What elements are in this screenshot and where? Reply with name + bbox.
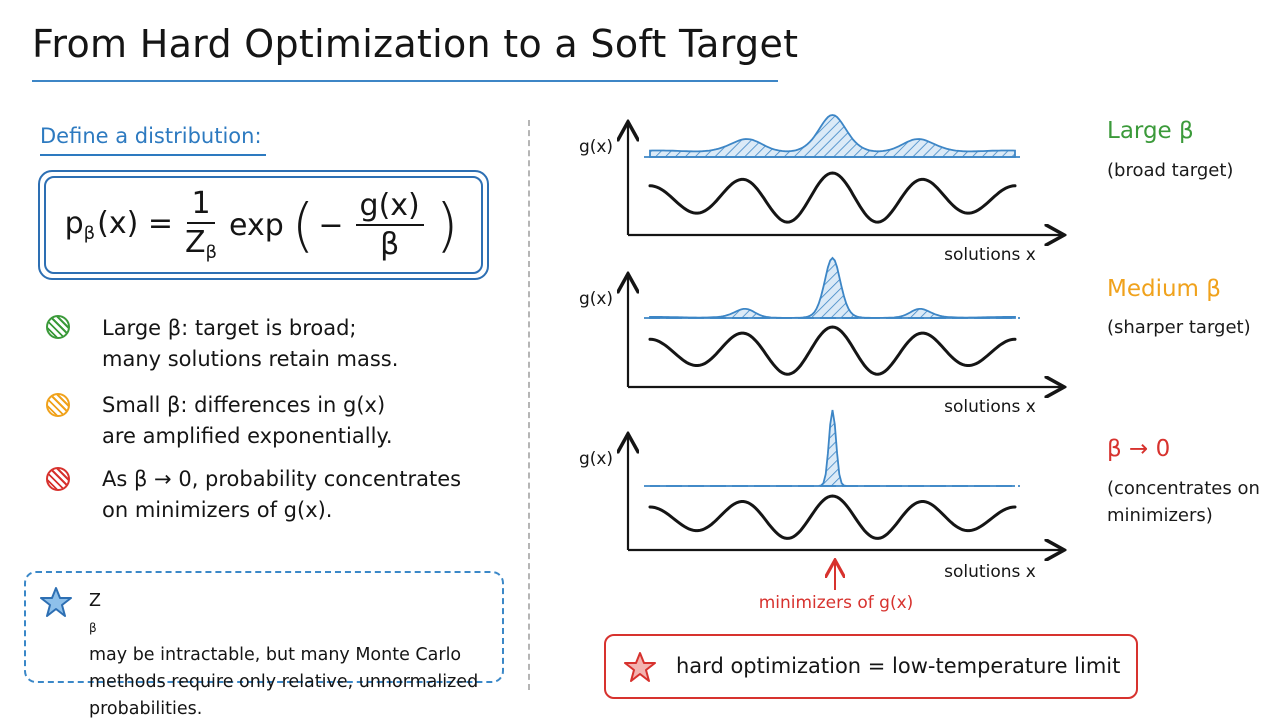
define-underline — [40, 154, 266, 156]
energy-curve — [648, 325, 1017, 376]
panel-3-label: β → 0 — [1107, 436, 1171, 462]
x-axis-label: solutions x — [944, 245, 1036, 265]
note-box — [24, 571, 504, 683]
page-title: From Hard Optimization to a Soft Target — [32, 22, 799, 66]
orange-bullet-icon — [46, 393, 70, 417]
conclusion-text: hard optimization = low-temperature limi… — [676, 654, 1121, 678]
bullet-large-beta: Large β: target is broad; many solutions… — [102, 316, 399, 371]
formula-fraction-normalizer: 1 Zβ — [184, 186, 218, 264]
define-label: Define a distribution: — [40, 124, 262, 148]
title-underline — [32, 80, 778, 82]
panel-1-sublabel: (broad target) — [1107, 160, 1234, 181]
formula-box: pβ(x) = 1 Zβ exp ( − g(x) β ) — [38, 170, 489, 280]
star-icon — [40, 587, 72, 617]
y-axis-label: g(x) — [579, 289, 613, 309]
x-axis-label: solutions x — [944, 397, 1036, 417]
panel-1-label: Large β — [1107, 118, 1194, 144]
probability-density — [649, 114, 1016, 158]
panel-2-sublabel: (sharper target) — [1107, 317, 1251, 338]
panel-3-sublabel: (concentrates on minimizers) — [1107, 478, 1260, 526]
probability-density — [650, 409, 1015, 487]
y-axis-label: g(x) — [579, 449, 613, 469]
formula: pβ(x) = 1 Zβ exp ( − g(x) β ) — [64, 186, 459, 264]
red-bullet-icon — [46, 467, 70, 491]
y-axis-label: g(x) — [579, 137, 613, 157]
red-star-icon — [624, 652, 656, 682]
formula-exp: exp — [229, 207, 284, 243]
column-divider — [528, 120, 530, 690]
bullet-small-beta: Small β: differences in g(x) are amplifi… — [102, 393, 393, 448]
formula-lhs: pβ(x) = — [64, 206, 173, 244]
panel-2-label: Medium β — [1107, 276, 1221, 302]
x-axis-label: solutions x — [944, 562, 1036, 582]
formula-fraction-energy: g(x) β — [355, 189, 424, 261]
energy-curve — [648, 171, 1017, 224]
minimizer-label: minimizers of g(x) — [759, 593, 914, 613]
formula-minus: − — [318, 207, 344, 243]
bullet-beta-to-zero: As β → 0, probability concentrates on mi… — [102, 467, 462, 522]
green-bullet-icon — [46, 315, 70, 339]
probability-density — [649, 256, 1016, 319]
conclusion-box — [604, 634, 1138, 699]
energy-curve — [648, 494, 1017, 540]
